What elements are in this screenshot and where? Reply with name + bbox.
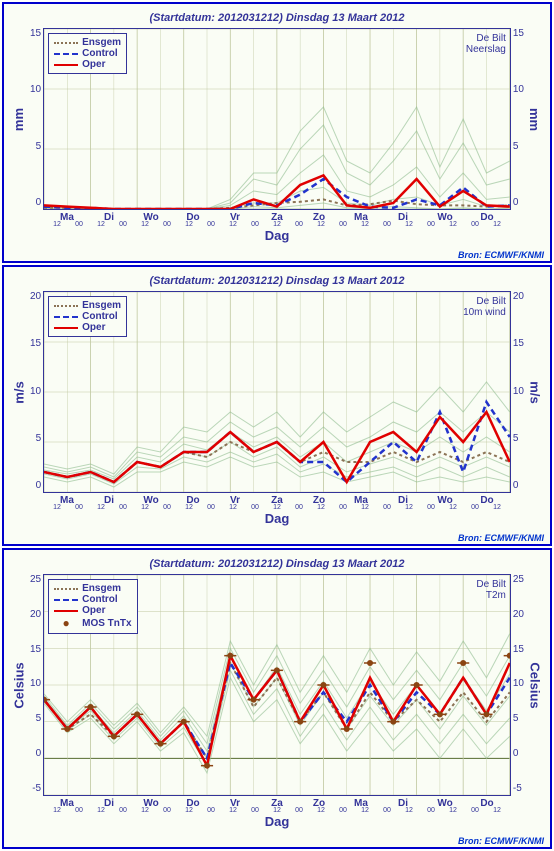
legend-item: Oper xyxy=(54,605,131,616)
y-axis-label-right: mm xyxy=(526,28,544,210)
y-ticks-right: 20151050 xyxy=(511,291,526,491)
legend-item: Ensgem xyxy=(54,37,121,48)
legend-item: Control xyxy=(54,311,121,322)
x-subtick-labels: 1200120012001200120012001200120012001200… xyxy=(46,807,508,814)
plot-area: EnsgemControlOper De BiltNeerslag xyxy=(43,28,511,210)
location-label: De BiltNeerslag xyxy=(466,33,506,55)
chart-panel: (Startdatum: 2012031212) Dinsdag 13 Maar… xyxy=(2,548,552,849)
legend-item: Oper xyxy=(54,322,121,333)
x-subtick-labels: 1200120012001200120012001200120012001200… xyxy=(46,221,508,228)
chart-title: (Startdatum: 2012031212) Dinsdag 13 Maar… xyxy=(10,12,544,24)
source-attribution: Bron: ECMWF/KNMI xyxy=(458,250,544,260)
y-axis-label-left: mm xyxy=(10,28,28,210)
x-axis-title: Dag xyxy=(10,511,544,526)
plot-area: EnsgemControlOper●MOS TnTx De BiltT2m xyxy=(43,574,511,796)
y-axis-label-right: Celsius xyxy=(526,574,544,796)
legend-item: Ensgem xyxy=(54,583,131,594)
source-attribution: Bron: ECMWF/KNMI xyxy=(458,533,544,543)
y-axis-label-right: m/s xyxy=(526,291,544,493)
plot-area: EnsgemControlOper De Bilt10m wind xyxy=(43,291,511,493)
y-ticks-left: 20151050 xyxy=(28,291,43,491)
legend: EnsgemControlOper xyxy=(48,33,127,74)
legend-item: Control xyxy=(54,48,121,59)
legend-item: Oper xyxy=(54,59,121,70)
y-axis-label-left: m/s xyxy=(10,291,28,493)
source-attribution: Bron: ECMWF/KNMI xyxy=(458,836,544,846)
chart-title: (Startdatum: 2012031212) Dinsdag 13 Maar… xyxy=(10,558,544,570)
y-ticks-left: 151050 xyxy=(28,28,43,208)
x-axis-title: Dag xyxy=(10,814,544,829)
location-label: De BiltT2m xyxy=(476,579,505,601)
y-ticks-right: 151050 xyxy=(511,28,526,208)
legend-item: Ensgem xyxy=(54,300,121,311)
chart-title: (Startdatum: 2012031212) Dinsdag 13 Maar… xyxy=(10,275,544,287)
x-axis-title: Dag xyxy=(10,228,544,243)
legend: EnsgemControlOper xyxy=(48,296,127,337)
legend: EnsgemControlOper●MOS TnTx xyxy=(48,579,137,634)
x-subtick-labels: 1200120012001200120012001200120012001200… xyxy=(46,504,508,511)
chart-panel: (Startdatum: 2012031212) Dinsdag 13 Maar… xyxy=(2,2,552,263)
chart-panel: (Startdatum: 2012031212) Dinsdag 13 Maar… xyxy=(2,265,552,546)
y-ticks-right: 2520151050-5 xyxy=(511,574,526,794)
location-label: De Bilt10m wind xyxy=(463,296,506,318)
y-ticks-left: 2520151050-5 xyxy=(28,574,43,794)
y-axis-label-left: Celsius xyxy=(10,574,28,796)
legend-item: ●MOS TnTx xyxy=(54,616,131,630)
legend-item: Control xyxy=(54,594,131,605)
